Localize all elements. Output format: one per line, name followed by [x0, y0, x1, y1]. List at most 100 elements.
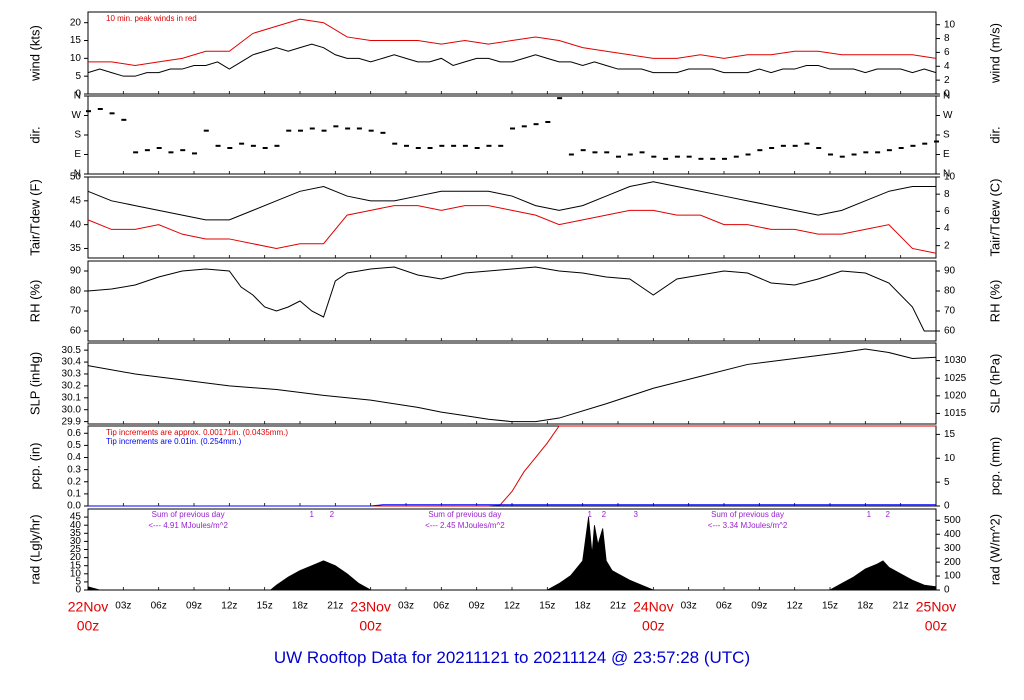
dir-point — [521, 125, 527, 128]
rh-ytick-label-right: 80 — [944, 286, 956, 297]
dir-point — [922, 142, 928, 145]
rad-ytick-label: 20 — [70, 552, 82, 563]
wind-ytick-label: 0 — [75, 89, 81, 100]
date-label: 22Nov — [68, 599, 108, 615]
wind-ytick-label-right: 2 — [944, 75, 950, 86]
dir-point — [404, 144, 409, 147]
pcp-series-line-1 — [88, 504, 936, 507]
dir-ytick-label-right: W — [943, 110, 953, 121]
dir-point — [133, 151, 139, 154]
wind-ytick-label: 10 — [70, 53, 82, 64]
dir-point — [533, 123, 539, 126]
dir-point — [250, 144, 256, 147]
slp-ytick-label: 30.2 — [62, 381, 82, 392]
dir-point — [321, 129, 327, 132]
dir-point — [156, 147, 162, 149]
rad-ytick-label: 25 — [70, 544, 82, 555]
dir-point — [686, 155, 692, 158]
rad-day-note-value: <--- 4.91 MJoules/m^2 — [148, 521, 228, 530]
slp-series-line-0 — [87, 348, 937, 423]
temp-ytick-label: 40 — [70, 219, 82, 230]
slp-ytick-label-right: 1025 — [944, 373, 967, 384]
time-tick-label: 18z — [292, 601, 308, 612]
dir-point — [109, 112, 115, 115]
wind-ylabel-left: wind (kts) — [27, 25, 42, 82]
dir-point — [745, 153, 751, 156]
wind-ytick-label-right: 4 — [944, 61, 950, 72]
dir-point — [510, 127, 515, 130]
dir-point — [545, 121, 551, 123]
slp-ytick-label: 29.9 — [62, 416, 82, 427]
rad-ytick-label-right: 500 — [944, 515, 961, 526]
dir-point — [86, 110, 91, 113]
pcp-ytick-label-right: 10 — [944, 453, 956, 464]
time-tick-label: 09z — [186, 601, 202, 612]
rad-day-note-value: <--- 2.45 MJoules/m^2 — [425, 521, 505, 530]
panel-dir — [84, 95, 940, 175]
footer-title: UW Rooftop Data for 20211121 to 20211124… — [273, 648, 751, 667]
date-label-hour: 00z — [359, 618, 382, 634]
dir-point — [415, 147, 421, 149]
slp-ylabel-left: SLP (inHg) — [27, 352, 42, 415]
time-tick-label: 06z — [151, 601, 167, 612]
date-label: 25Nov — [916, 599, 956, 615]
date-label: 23Nov — [350, 599, 390, 615]
rh-ytick-label: 70 — [70, 306, 82, 317]
temp-ytick-label-right: 2 — [944, 240, 950, 251]
dir-point — [663, 157, 669, 160]
pcp-ytick-label: 0.1 — [67, 489, 81, 500]
dir-point — [298, 129, 303, 132]
pcp-ytick-label-right: 15 — [944, 429, 956, 440]
pcp-ytick-label-right: 0 — [944, 501, 950, 512]
rh-ytick-label-right: 90 — [944, 266, 956, 277]
rad-marker: 3 — [633, 510, 638, 519]
dir-ytick-label: E — [74, 149, 81, 160]
dir-point — [286, 129, 292, 132]
dir-point — [804, 142, 810, 145]
time-tick-label: 12z — [787, 601, 803, 612]
slp-ytick-label: 30.4 — [62, 357, 82, 368]
dir-point — [356, 127, 362, 130]
dir-point — [274, 144, 280, 147]
dir-point — [227, 147, 233, 149]
temp-ylabel-right: Tair/Tdew (C) — [987, 178, 1002, 256]
rad-ytick-label: 0 — [75, 585, 81, 596]
dir-ytick-label: S — [74, 130, 81, 141]
rh-series-line-0 — [87, 266, 936, 332]
dir-point — [192, 152, 197, 155]
pcp-annotation: Tip increments are approx. 0.00171in. (0… — [106, 428, 288, 437]
dir-point — [262, 147, 268, 149]
rad-ylabel-left: rad (Lgly/hr) — [27, 514, 42, 584]
temp-series-line-0 — [87, 181, 936, 221]
dir-point — [898, 147, 904, 149]
rad-ytick-label: 10 — [70, 568, 82, 579]
rad-marker: 1 — [867, 510, 872, 519]
dir-point — [168, 151, 174, 154]
time-tick-label: 06z — [433, 601, 449, 612]
wind-frame — [87, 11, 937, 95]
dir-ytick-label: W — [72, 110, 82, 121]
pcp-annotation: Tip increments are 0.01in. (0.254mm.) — [106, 437, 242, 446]
wind-ytick-label: 15 — [70, 35, 82, 46]
dir-point — [427, 147, 433, 149]
rad-ytick-label: 15 — [70, 560, 82, 571]
temp-ytick-label-right: 4 — [944, 223, 950, 234]
time-tick-label: 03z — [681, 601, 697, 612]
dir-point — [97, 108, 103, 110]
temp-ytick-label: 35 — [70, 243, 82, 254]
time-tick-label: 09z — [469, 601, 485, 612]
slp-frame — [87, 342, 937, 425]
dir-point — [639, 151, 645, 154]
dir-frame — [87, 95, 937, 175]
panel-rh — [84, 260, 940, 342]
pcp-ytick-label: 0.4 — [67, 452, 81, 463]
rh-ylabel-left: RH (%) — [27, 280, 42, 323]
dir-ylabel-right: dir. — [987, 126, 1002, 143]
dir-ytick-label: N — [74, 91, 81, 102]
date-label-hour: 00z — [642, 618, 665, 634]
dir-point — [839, 155, 845, 158]
slp-ytick-label-right: 1015 — [944, 408, 967, 419]
rad-ytick-label-right: 400 — [944, 529, 961, 540]
wind-ylabel-right: wind (m/s) — [987, 23, 1002, 84]
